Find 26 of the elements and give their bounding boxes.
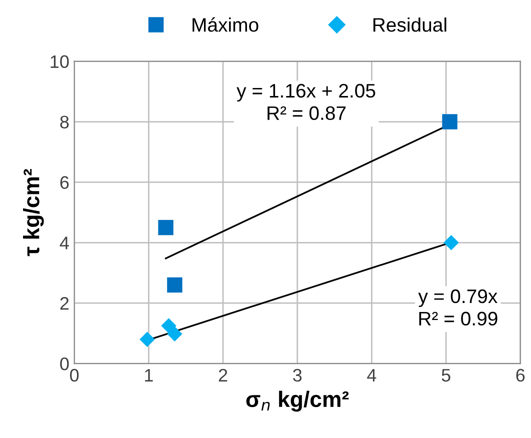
- point: [161, 318, 176, 334]
- legend-label: Máximo: [192, 17, 258, 32]
- x-tick-label: 6: [516, 368, 525, 382]
- point: [140, 332, 155, 347]
- x-tick-label: 2: [218, 368, 228, 382]
- x-tick-label: 1: [145, 369, 153, 382]
- y-tick-label: 6: [60, 176, 69, 189]
- point: [442, 114, 458, 130]
- y-tick-label: 2: [60, 297, 69, 310]
- y-tick-label: 0: [60, 357, 69, 370]
- point: [158, 220, 174, 236]
- legend-label: Residual: [373, 18, 446, 32]
- point: [167, 277, 182, 293]
- y-tick-label: 10: [50, 55, 69, 68]
- x-tick-label: 3: [293, 368, 302, 382]
- x-tick-label: 4: [367, 369, 376, 382]
- y-tick-label: 8: [60, 116, 69, 128]
- annotation: y = 1.16x + 2.05 R² = 0.87: [236, 84, 376, 120]
- x-axis-title: σ$_{n}$ kg/cm²: [246, 390, 349, 412]
- annotation: y = 0.79x R² = 0.99: [418, 289, 498, 326]
- x-tick-label: 0: [70, 368, 79, 382]
- x-tick-label: 5: [442, 369, 450, 382]
- y-axis-title: τ kg/cm²: [23, 169, 44, 256]
- point: [167, 326, 182, 342]
- y-tick-label: 4: [60, 236, 69, 250]
- point: [444, 235, 459, 250]
